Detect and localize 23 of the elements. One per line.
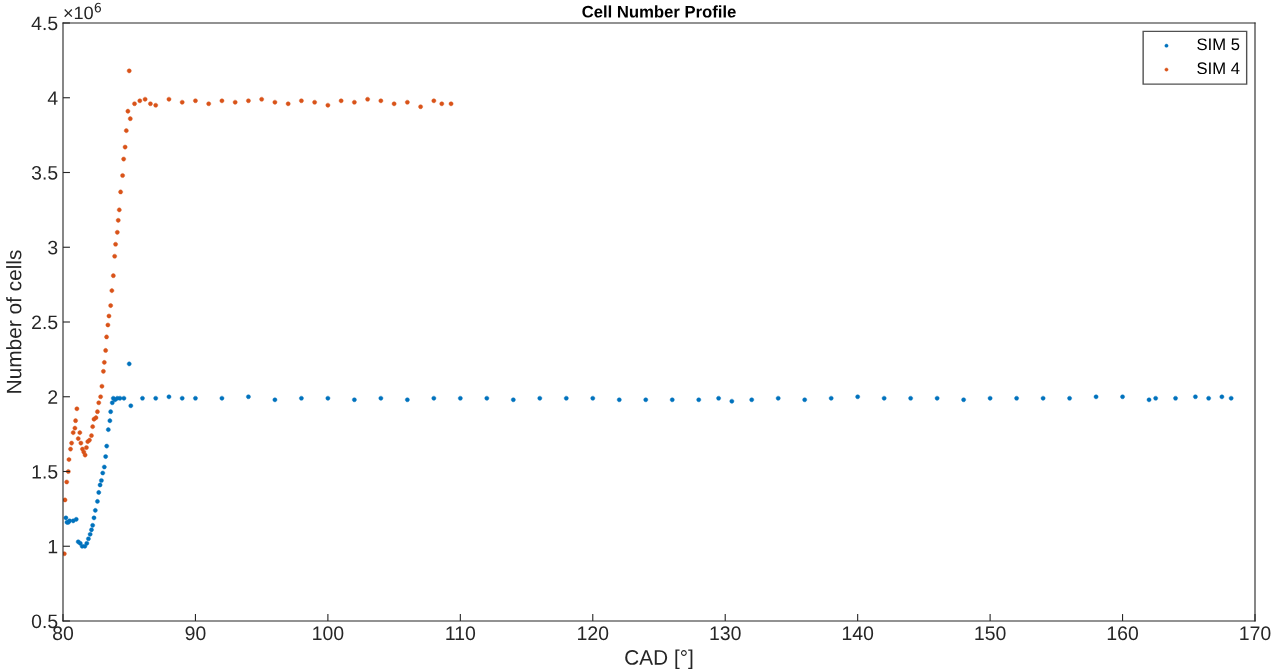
y-tick-label: 2.5 <box>32 315 58 330</box>
x-tick-label: 90 <box>185 626 206 641</box>
x-axis-title: CAD [°] <box>625 649 693 669</box>
legend-label: SIM 4 <box>1197 62 1240 75</box>
legend-label: SIM 5 <box>1197 38 1240 51</box>
x-tick-label: 120 <box>578 626 609 641</box>
y-axis-title: Number of cells <box>6 250 22 393</box>
x-tick-label: 170 <box>1240 626 1271 641</box>
text: ×10$^{6}$ <box>64 2 102 20</box>
y-tick-label: 4 <box>47 91 58 105</box>
x-tick-label: 160 <box>1107 626 1139 641</box>
y-tick-label: 4.5 <box>31 16 58 31</box>
x-tick-label: 130 <box>710 626 741 641</box>
y-tick-label: 2 <box>48 390 58 404</box>
x-tick-label: 150 <box>975 626 1006 641</box>
y-tick-label: 3 <box>48 240 58 255</box>
x-tick-label: 100 <box>313 626 344 641</box>
chart-title: Cell Number Profile <box>582 5 736 18</box>
x-tick-label: 140 <box>842 626 874 641</box>
y-tick-label: 1 <box>48 539 58 554</box>
y-tick-label: 3.5 <box>31 165 58 180</box>
y-tick-label: 1.5 <box>32 465 58 479</box>
x-tick-label: 110 <box>446 626 476 641</box>
